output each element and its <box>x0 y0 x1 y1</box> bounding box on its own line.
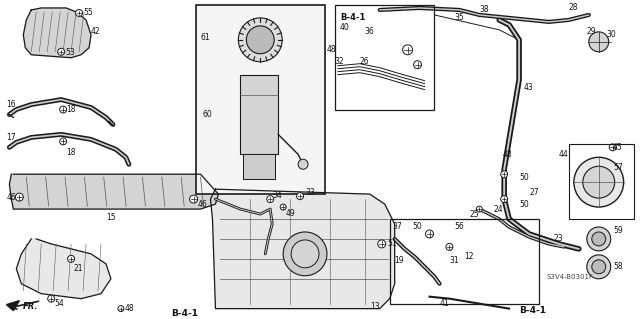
Circle shape <box>426 230 433 238</box>
Bar <box>569 145 634 219</box>
Bar <box>243 154 275 179</box>
Circle shape <box>587 255 611 279</box>
Circle shape <box>587 227 611 251</box>
Circle shape <box>58 48 65 55</box>
Text: 48: 48 <box>327 45 337 54</box>
Text: 21: 21 <box>73 264 83 273</box>
Text: 25: 25 <box>469 210 479 219</box>
Text: 18: 18 <box>66 105 76 114</box>
Text: FR.: FR. <box>23 302 39 311</box>
Bar <box>196 5 325 194</box>
Text: 51: 51 <box>388 239 397 249</box>
Circle shape <box>291 240 319 268</box>
Circle shape <box>60 106 67 113</box>
Bar <box>335 5 435 109</box>
Text: 23: 23 <box>554 234 564 243</box>
Circle shape <box>238 18 282 62</box>
Circle shape <box>280 204 286 210</box>
Circle shape <box>583 166 614 198</box>
Text: 59: 59 <box>614 226 623 235</box>
Text: 38: 38 <box>479 5 489 14</box>
Text: 29: 29 <box>587 27 596 36</box>
Text: B-4-1: B-4-1 <box>519 306 546 315</box>
Text: 44: 44 <box>559 150 569 159</box>
Text: 50: 50 <box>519 200 529 209</box>
Text: 55: 55 <box>83 8 93 18</box>
Text: 41: 41 <box>440 299 449 308</box>
Text: 61: 61 <box>200 33 210 42</box>
Text: 46: 46 <box>198 200 207 209</box>
Text: 56: 56 <box>454 222 464 232</box>
Circle shape <box>592 232 605 246</box>
Text: 42: 42 <box>91 27 100 36</box>
Text: B-4-1: B-4-1 <box>340 13 365 22</box>
Circle shape <box>476 206 483 212</box>
Text: 24: 24 <box>493 204 503 213</box>
Circle shape <box>246 26 274 54</box>
Polygon shape <box>17 239 111 299</box>
Text: 37: 37 <box>393 222 403 232</box>
Text: 30: 30 <box>607 30 616 39</box>
Text: 50: 50 <box>519 173 529 182</box>
Circle shape <box>68 255 75 262</box>
Circle shape <box>60 138 67 145</box>
Circle shape <box>446 243 453 250</box>
Text: 33: 33 <box>305 188 315 197</box>
Text: 31: 31 <box>449 256 459 265</box>
Circle shape <box>403 45 413 55</box>
Circle shape <box>296 193 303 200</box>
Circle shape <box>500 196 508 203</box>
Text: 34: 34 <box>272 191 282 200</box>
Text: 54: 54 <box>54 299 64 308</box>
Circle shape <box>48 295 54 302</box>
Text: 27: 27 <box>529 188 539 197</box>
Text: 43: 43 <box>524 83 534 92</box>
Circle shape <box>15 193 23 201</box>
Text: S3V4-B0301F: S3V4-B0301F <box>547 274 594 280</box>
Text: 28: 28 <box>569 4 579 12</box>
Text: 35: 35 <box>454 13 464 22</box>
Text: 15: 15 <box>106 212 116 221</box>
Text: 13: 13 <box>370 302 380 311</box>
Circle shape <box>189 195 198 203</box>
Text: 18: 18 <box>66 148 76 157</box>
Text: 16: 16 <box>6 100 16 109</box>
Polygon shape <box>211 189 395 308</box>
Text: 17: 17 <box>6 133 16 142</box>
Text: 58: 58 <box>614 262 623 271</box>
Circle shape <box>589 32 609 52</box>
Text: 46: 46 <box>6 193 16 202</box>
Circle shape <box>592 260 605 274</box>
Polygon shape <box>23 8 91 58</box>
Text: 48: 48 <box>125 304 134 313</box>
Text: 48: 48 <box>502 150 512 159</box>
Circle shape <box>413 61 422 69</box>
Circle shape <box>298 159 308 169</box>
Text: 26: 26 <box>360 57 369 66</box>
Text: 53: 53 <box>65 48 75 57</box>
Circle shape <box>76 10 83 16</box>
Bar <box>241 75 278 154</box>
Polygon shape <box>6 300 19 311</box>
Circle shape <box>574 157 623 207</box>
Text: B-4-1: B-4-1 <box>171 309 198 318</box>
Text: 19: 19 <box>395 256 404 265</box>
Circle shape <box>118 306 124 312</box>
Text: 45: 45 <box>612 143 623 152</box>
Circle shape <box>267 196 274 203</box>
Text: 12: 12 <box>465 252 474 261</box>
Circle shape <box>283 232 327 276</box>
Text: 50: 50 <box>413 222 422 232</box>
Polygon shape <box>10 174 218 209</box>
Text: 49: 49 <box>285 209 295 218</box>
Text: 36: 36 <box>365 27 374 36</box>
Text: 40: 40 <box>340 23 349 32</box>
Circle shape <box>378 240 386 248</box>
Bar <box>390 219 539 304</box>
Text: 60: 60 <box>202 110 212 119</box>
Circle shape <box>609 144 616 151</box>
Circle shape <box>500 171 508 178</box>
Text: 32: 32 <box>334 57 344 66</box>
Text: 57: 57 <box>614 163 623 172</box>
